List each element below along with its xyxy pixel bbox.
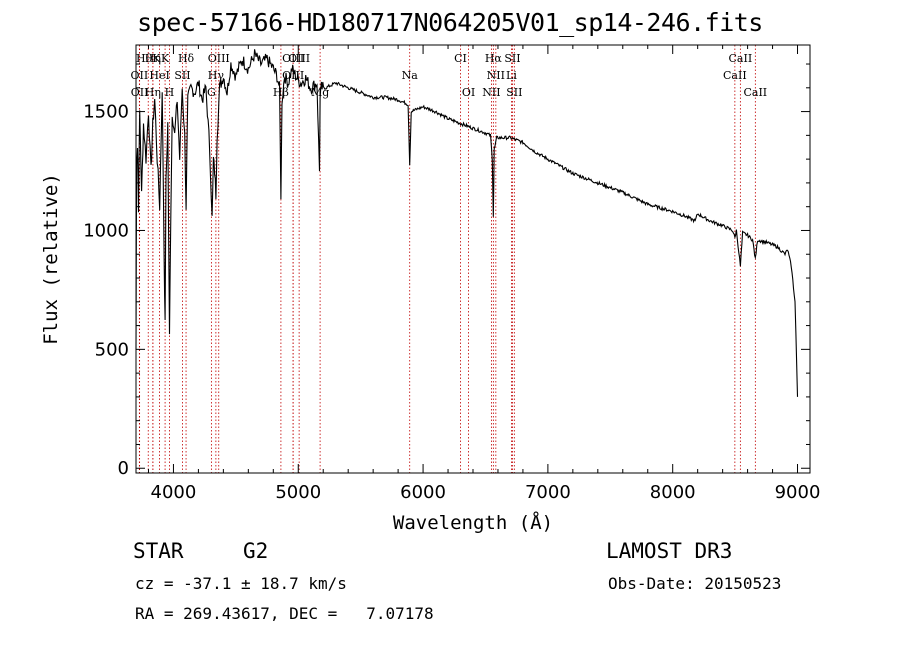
subclass-label: G2 — [243, 539, 269, 563]
marker-label-19: CaII — [723, 69, 747, 82]
marker-label-7: CI — [454, 52, 467, 65]
marker-label-26: OI — [462, 86, 475, 99]
marker-label-24: Hβ — [273, 86, 289, 99]
y-axis-label: Flux (relative) — [40, 173, 62, 345]
marker-label-6: OIII — [288, 52, 310, 65]
plot-frame — [135, 44, 811, 474]
marker-label-14: Hγ — [208, 69, 225, 82]
x-tick-label: 6000 — [400, 482, 446, 503]
marker-label-8: Hα — [485, 52, 503, 65]
x-tick-label: 5000 — [275, 482, 321, 503]
coords-label: RA = 269.43617, DEC = 7.07178 — [135, 604, 434, 623]
marker-label-28: SII — [506, 86, 522, 99]
class-label: STAR — [133, 539, 184, 563]
y-tick-label: 500 — [95, 339, 129, 360]
x-tick-label: 8000 — [650, 482, 696, 503]
marker-label-27: NII — [482, 86, 500, 99]
marker-label-5: OIII — [282, 52, 304, 65]
marker-label-1: Hη — [145, 52, 161, 65]
marker-label-21: Hη — [145, 86, 161, 99]
marker-label-20: OII — [131, 86, 149, 99]
marker-label-0: HθK — [136, 52, 161, 65]
marker-label-3: Hδ — [178, 52, 195, 65]
spectrum-line — [135, 49, 799, 397]
marker-label-25: Mg — [311, 86, 329, 99]
marker-label-29: CaII — [743, 86, 767, 99]
chart-title: spec-57166-HD180717N064205V01_sp14-246.f… — [137, 8, 763, 37]
y-tick-label: 1500 — [83, 102, 129, 123]
x-tick-label: 7000 — [525, 482, 571, 503]
x-axis-label: Wavelength (Å) — [393, 511, 553, 534]
survey-label: LAMOST DR3 — [606, 539, 733, 563]
x-tick-label: 9000 — [775, 482, 821, 503]
obs-date-label: Obs-Date: 20150523 — [608, 574, 782, 593]
marker-label-18: Li — [506, 69, 517, 82]
marker-label-16: Na — [402, 69, 419, 82]
x-tick-label: 4000 — [151, 482, 197, 503]
marker-label-12: HeI — [149, 69, 169, 82]
marker-label-11: OII — [131, 69, 149, 82]
cz-label: cz = -37.1 ± 18.7 km/s — [135, 574, 347, 593]
marker-label-4: OIII — [208, 52, 230, 65]
marker-label-10: CaII — [729, 52, 753, 65]
marker-label-15: OIII — [282, 69, 304, 82]
marker-label-9: SII — [504, 52, 520, 65]
y-tick-label: 1000 — [83, 220, 129, 241]
marker-label-23: G — [207, 86, 216, 99]
marker-label-22: H — [165, 86, 175, 99]
marker-label-17: NII — [487, 69, 505, 82]
marker-label-2: K — [161, 52, 170, 65]
y-tick-label: 0 — [118, 458, 129, 479]
marker-label-13: SII — [174, 69, 190, 82]
